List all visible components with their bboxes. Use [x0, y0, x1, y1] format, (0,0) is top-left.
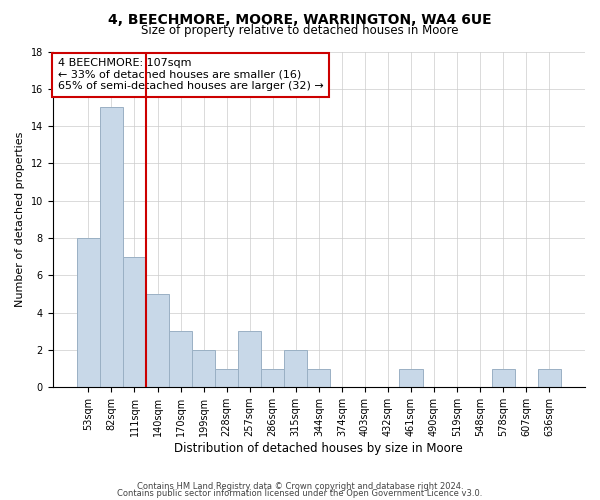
- X-axis label: Distribution of detached houses by size in Moore: Distribution of detached houses by size …: [175, 442, 463, 455]
- Bar: [192, 350, 215, 387]
- Bar: [284, 350, 307, 387]
- Bar: [491, 368, 515, 387]
- Bar: [307, 368, 331, 387]
- Bar: [261, 368, 284, 387]
- Bar: [100, 108, 123, 387]
- Text: Contains public sector information licensed under the Open Government Licence v3: Contains public sector information licen…: [118, 490, 482, 498]
- Bar: [400, 368, 422, 387]
- Bar: [77, 238, 100, 387]
- Bar: [238, 332, 261, 387]
- Text: Size of property relative to detached houses in Moore: Size of property relative to detached ho…: [141, 24, 459, 37]
- Text: 4 BEECHMORE: 107sqm
← 33% of detached houses are smaller (16)
65% of semi-detach: 4 BEECHMORE: 107sqm ← 33% of detached ho…: [58, 58, 324, 92]
- Bar: [169, 332, 192, 387]
- Text: Contains HM Land Registry data © Crown copyright and database right 2024.: Contains HM Land Registry data © Crown c…: [137, 482, 463, 491]
- Text: 4, BEECHMORE, MOORE, WARRINGTON, WA4 6UE: 4, BEECHMORE, MOORE, WARRINGTON, WA4 6UE: [108, 12, 492, 26]
- Bar: [538, 368, 561, 387]
- Bar: [123, 256, 146, 387]
- Bar: [215, 368, 238, 387]
- Y-axis label: Number of detached properties: Number of detached properties: [15, 132, 25, 307]
- Bar: [146, 294, 169, 387]
